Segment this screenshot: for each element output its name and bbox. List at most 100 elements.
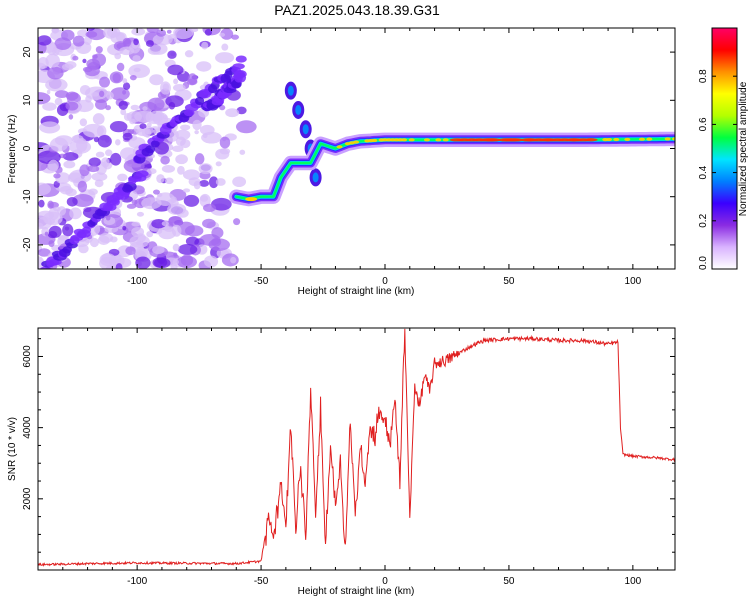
noise-speckle bbox=[53, 173, 61, 179]
noise-speckle bbox=[180, 254, 194, 266]
noise-speckle bbox=[152, 33, 173, 46]
noise-speckle bbox=[126, 203, 137, 209]
streak-blob bbox=[236, 72, 247, 83]
ridge-core bbox=[664, 137, 671, 141]
noise-speckle bbox=[132, 55, 141, 62]
ridge-core bbox=[646, 137, 653, 141]
noise-speckle bbox=[115, 139, 121, 146]
noise-speckle bbox=[62, 152, 79, 161]
noise-speckle bbox=[203, 255, 219, 268]
ridge-core bbox=[353, 140, 360, 144]
noise-speckle bbox=[215, 178, 226, 186]
noise-speckle bbox=[172, 145, 184, 152]
x-tick-label: -100 bbox=[127, 576, 147, 587]
noise-speckle bbox=[200, 195, 209, 202]
y-tick-label: -20 bbox=[22, 237, 33, 252]
noise-speckle bbox=[160, 155, 170, 165]
noise-speckle bbox=[77, 180, 88, 193]
noise-speckle bbox=[42, 102, 57, 111]
streak-blob bbox=[151, 140, 160, 148]
ridge-core bbox=[336, 145, 343, 149]
noise-speckle bbox=[62, 223, 74, 237]
noise-speckle bbox=[56, 104, 69, 117]
noise-speckle bbox=[100, 157, 110, 168]
noise-speckle bbox=[122, 82, 131, 90]
noise-speckle bbox=[131, 226, 145, 238]
noise-speckle bbox=[230, 256, 237, 264]
secondary-ridge-core bbox=[302, 124, 309, 135]
noise-speckle bbox=[47, 200, 54, 209]
colorbar-ticks: 0.0 0.2 0.4 0.6 0.8 bbox=[698, 69, 737, 270]
noise-speckle bbox=[72, 35, 85, 47]
noise-speckle bbox=[79, 84, 91, 96]
noise-speckle bbox=[177, 165, 185, 175]
noise-speckle bbox=[173, 78, 179, 85]
streak-blob bbox=[39, 266, 52, 269]
noise-speckle bbox=[93, 136, 100, 143]
spectrogram-y-axis: -20 -10 0 10 20 bbox=[22, 46, 675, 252]
noise-speckle bbox=[182, 188, 191, 193]
noise-speckle bbox=[122, 78, 128, 84]
noise-speckle bbox=[122, 225, 127, 231]
noise-speckle bbox=[85, 95, 92, 103]
noise-speckle bbox=[166, 29, 172, 34]
noise-speckle bbox=[147, 97, 165, 111]
noise-speckle bbox=[38, 199, 45, 208]
noise-speckle bbox=[117, 173, 128, 182]
x-tick-label: 50 bbox=[503, 276, 515, 287]
noise-speckle bbox=[114, 52, 122, 60]
secondary-ridge-core bbox=[295, 104, 302, 115]
noise-speckle bbox=[51, 28, 60, 33]
noise-speckle bbox=[98, 90, 105, 98]
noise-speckle bbox=[105, 149, 113, 157]
noise-speckle bbox=[177, 243, 198, 256]
noise-speckle bbox=[161, 164, 176, 173]
noise-speckle bbox=[146, 168, 157, 175]
ridge-core bbox=[583, 138, 598, 142]
noise-speckle bbox=[175, 154, 188, 165]
noise-speckle bbox=[129, 74, 137, 81]
noise-speckle bbox=[149, 74, 164, 86]
noise-speckle bbox=[146, 231, 154, 238]
noise-speckle bbox=[141, 197, 162, 210]
streak-blob bbox=[232, 63, 245, 70]
x-tick-label: -100 bbox=[127, 276, 147, 287]
colorbar-tick-label: 0.2 bbox=[698, 213, 709, 227]
noise-speckle bbox=[219, 136, 231, 149]
noise-speckle bbox=[110, 87, 130, 101]
y-tick-label: 10 bbox=[22, 94, 33, 106]
colorbar-tick-label: 0.0 bbox=[698, 256, 709, 270]
noise-speckle bbox=[136, 211, 145, 217]
ridge-core bbox=[487, 138, 502, 142]
noise-speckle bbox=[94, 179, 104, 188]
noise-speckle bbox=[142, 106, 148, 111]
noise-speckle bbox=[199, 124, 215, 136]
noise-speckle bbox=[173, 28, 194, 40]
noise-speckle bbox=[184, 225, 204, 237]
noise-speckle bbox=[172, 84, 186, 92]
spectrogram-y-label: Frequency (Hz) bbox=[7, 115, 18, 184]
colorbar: 0.0 0.2 0.4 0.6 0.8 Normalized spectral ampl… bbox=[698, 27, 749, 270]
noise-speckle bbox=[235, 120, 257, 134]
noise-speckle bbox=[95, 99, 108, 110]
snr-plot-area bbox=[38, 328, 675, 570]
noise-speckle bbox=[133, 38, 139, 46]
snr-frame bbox=[37, 327, 676, 571]
ridge-core bbox=[613, 137, 620, 142]
noise-speckle bbox=[156, 29, 167, 37]
noise-speckle bbox=[45, 53, 60, 68]
noise-speckle bbox=[171, 224, 182, 237]
noise-speckle bbox=[120, 147, 137, 160]
noise-speckle bbox=[72, 194, 94, 208]
noise-speckle bbox=[134, 110, 156, 123]
noise-speckle bbox=[98, 233, 114, 244]
y-tick-label: 2000 bbox=[22, 487, 33, 510]
ridge-core bbox=[624, 137, 631, 141]
noise-speckle bbox=[149, 42, 168, 55]
noise-speckle bbox=[109, 121, 128, 133]
noise-speckle bbox=[131, 199, 138, 205]
noise-speckle bbox=[231, 34, 240, 40]
noise-speckle bbox=[116, 62, 125, 72]
